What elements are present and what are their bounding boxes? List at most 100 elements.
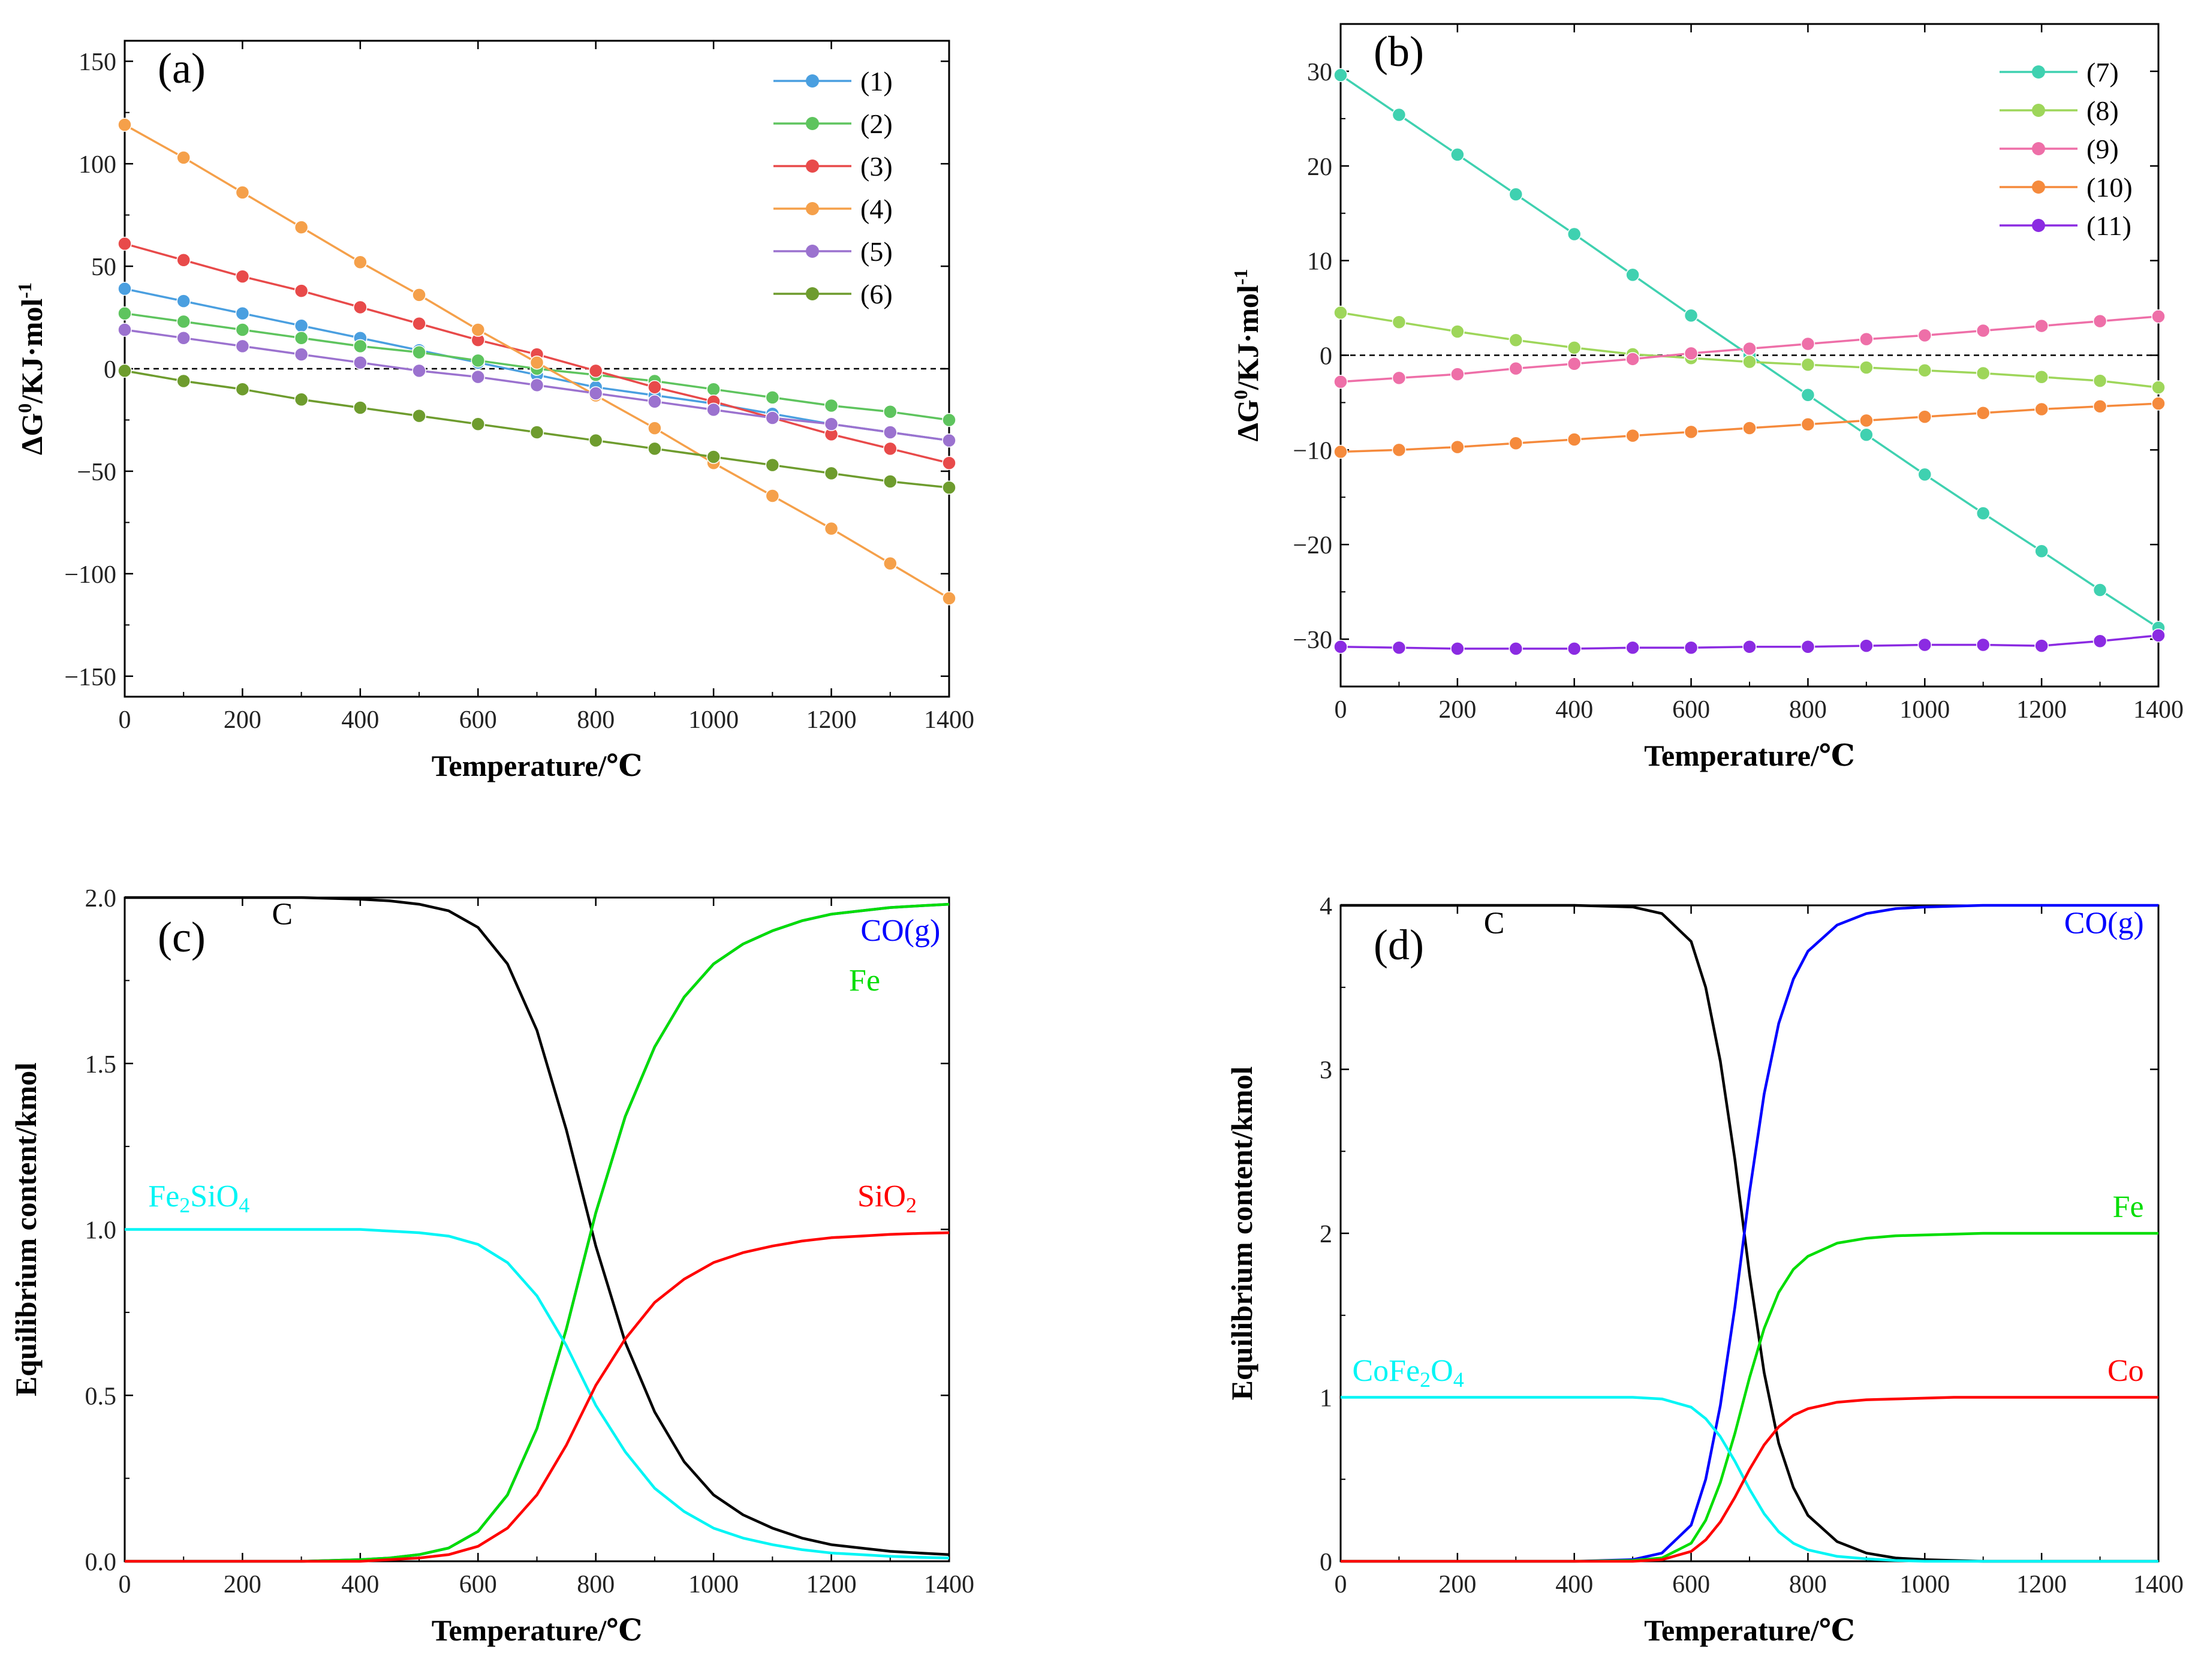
panel-d: 0 200 400 600 800 1000 1200 1400 0 1 2 3 4 Temperatur… bbox=[1225, 893, 2184, 1647]
x-tick-label: 200 bbox=[224, 706, 261, 734]
x-tick-label: 800 bbox=[577, 1571, 615, 1598]
data-point bbox=[294, 284, 309, 298]
legend-label: (7) bbox=[2086, 57, 2119, 88]
legend-label: (6) bbox=[860, 279, 893, 309]
y-axis-title: ΔG0/KJ·mol-1 bbox=[14, 282, 49, 455]
data-point bbox=[1567, 341, 1582, 355]
legend-marker bbox=[806, 117, 819, 130]
y-axis-title: ΔG0/KJ·mol-1 bbox=[1230, 269, 1264, 442]
data-point bbox=[2034, 318, 2049, 333]
x-tick-label: 1000 bbox=[688, 706, 739, 734]
data-point bbox=[1976, 406, 1991, 420]
data-point bbox=[1392, 442, 1407, 457]
data-point bbox=[1333, 374, 1348, 389]
y-tick-label: 0 bbox=[1320, 1549, 1332, 1576]
data-point bbox=[706, 450, 721, 464]
data-point bbox=[2092, 314, 2107, 329]
data-point bbox=[2034, 544, 2049, 559]
y-tick-label: 1.5 bbox=[85, 1051, 117, 1079]
data-point bbox=[942, 456, 956, 471]
data-point bbox=[883, 556, 898, 571]
data-point bbox=[1917, 410, 1932, 424]
data-point bbox=[1333, 444, 1348, 459]
x-tick-label: 1200 bbox=[2016, 1571, 2067, 1598]
data-point bbox=[235, 306, 250, 321]
data-point bbox=[1742, 354, 1757, 369]
data-point bbox=[1800, 357, 1815, 372]
data-point bbox=[648, 441, 662, 456]
data-point bbox=[1509, 642, 1523, 656]
x-axis-title: Temperature/℃ bbox=[432, 749, 643, 782]
data-point bbox=[2151, 628, 2166, 643]
legend-marker bbox=[2032, 180, 2045, 194]
data-point bbox=[235, 339, 250, 354]
x-tick-label: 1000 bbox=[1899, 696, 1950, 724]
x-tick-label: 400 bbox=[341, 1571, 379, 1598]
species-label: C bbox=[272, 897, 293, 931]
legend-marker bbox=[2032, 219, 2045, 232]
data-point bbox=[529, 378, 544, 393]
x-tick-label: 600 bbox=[459, 1571, 497, 1598]
x-tick-label: 200 bbox=[1438, 696, 1476, 724]
legend-label: (1) bbox=[860, 66, 893, 97]
x-tick-label: 600 bbox=[1672, 696, 1710, 724]
y-tick-label: 1 bbox=[1320, 1385, 1332, 1413]
data-point bbox=[1392, 315, 1407, 329]
legend-marker bbox=[806, 74, 819, 88]
x-tick-label: 0 bbox=[119, 1571, 131, 1598]
data-point bbox=[883, 441, 898, 456]
panel-c: 0 200 400 600 800 1000 1200 1400 0.0 0.5 1.0 1.5 2.0… bbox=[9, 885, 974, 1647]
x-tick-label: 1400 bbox=[2133, 1571, 2184, 1598]
species-label: C bbox=[1484, 906, 1505, 940]
data-point bbox=[1859, 427, 1874, 442]
data-point bbox=[1567, 227, 1582, 242]
series-line-3 bbox=[125, 1228, 950, 1559]
x-tick-label: 0 bbox=[119, 706, 131, 734]
data-point bbox=[353, 339, 368, 354]
data-point bbox=[118, 281, 132, 296]
data-point bbox=[2092, 374, 2107, 388]
data-point bbox=[1684, 346, 1699, 361]
species-label-text: C bbox=[1484, 906, 1505, 940]
data-point bbox=[942, 591, 956, 606]
data-point bbox=[2151, 380, 2166, 395]
data-point bbox=[529, 425, 544, 439]
x-tick-label: 400 bbox=[1555, 1571, 1593, 1598]
data-point bbox=[353, 355, 368, 370]
data-point bbox=[1976, 506, 1991, 520]
data-point bbox=[1625, 640, 1640, 655]
data-point bbox=[648, 421, 662, 435]
data-point bbox=[412, 363, 426, 378]
data-point bbox=[588, 386, 603, 401]
data-point bbox=[942, 480, 956, 495]
species-label: CO(g) bbox=[860, 914, 940, 948]
data-point bbox=[1450, 367, 1465, 381]
data-point bbox=[1684, 640, 1699, 655]
data-point bbox=[1684, 308, 1699, 323]
data-point bbox=[294, 347, 309, 362]
data-point bbox=[706, 402, 721, 417]
data-point bbox=[176, 314, 191, 329]
data-point bbox=[1976, 637, 1991, 652]
legend-label: (9) bbox=[2086, 134, 2119, 164]
data-point bbox=[235, 382, 250, 396]
legend-marker bbox=[2032, 104, 2045, 117]
species-label-subscript: 4 bbox=[1453, 1368, 1464, 1392]
y-tick-label: 0 bbox=[104, 356, 116, 384]
data-point bbox=[1567, 642, 1582, 656]
legend-label: (4) bbox=[860, 194, 893, 224]
data-point bbox=[176, 150, 191, 165]
species-label-text: O bbox=[1431, 1354, 1453, 1388]
species-label-text: SiO bbox=[190, 1179, 239, 1214]
data-point bbox=[824, 466, 839, 481]
data-point bbox=[883, 405, 898, 419]
data-point bbox=[294, 318, 309, 333]
data-point bbox=[471, 417, 486, 432]
data-point bbox=[118, 363, 132, 378]
data-point bbox=[1917, 637, 1932, 652]
data-point bbox=[1625, 267, 1640, 282]
y-axis-title-part: -1 bbox=[1230, 269, 1251, 285]
panel-label: (b) bbox=[1374, 28, 1424, 76]
legend-label: (5) bbox=[860, 236, 893, 267]
